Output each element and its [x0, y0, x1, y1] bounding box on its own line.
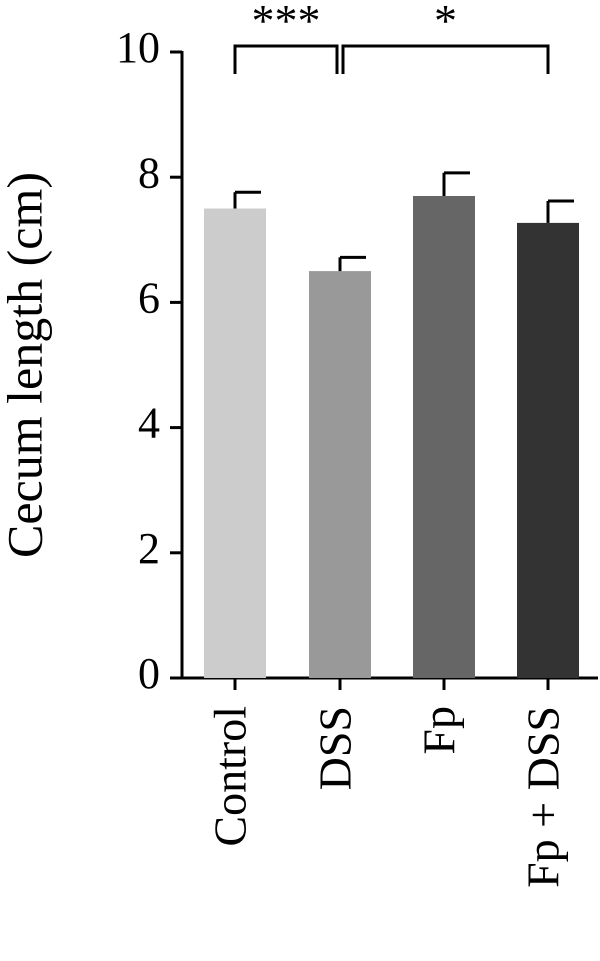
significance-markers: *** * — [233, 0, 550, 74]
significance-bracket — [233, 44, 339, 74]
y-tick-label: 0 — [138, 649, 160, 698]
x-tick-label: Fp + DSS — [518, 706, 569, 888]
y-axis-label: Cecum length (cm) — [0, 172, 52, 558]
significance-label: *** — [252, 0, 321, 46]
bar — [517, 222, 579, 678]
y-tick-label: 8 — [138, 148, 160, 197]
bar — [204, 208, 266, 678]
bar — [309, 271, 371, 678]
x-tick-labels: Control DSS Fp Fp + DSS — [205, 706, 569, 888]
x-tick-label: Fp — [414, 706, 465, 755]
x-tick-label: DSS — [310, 706, 361, 790]
significance-bracket — [341, 44, 550, 74]
x-tick-label: Control — [205, 706, 256, 847]
y-tick-label: 6 — [138, 273, 160, 322]
bar — [413, 195, 475, 679]
y-tick-label: 2 — [138, 524, 160, 573]
significance-label: * — [434, 0, 457, 46]
bars — [204, 195, 579, 679]
y-tick-label: 4 — [138, 399, 160, 448]
y-tick-label: 10 — [116, 23, 160, 72]
error-bars — [233, 171, 574, 272]
y-tick-labels: 0 2 4 6 8 10 — [116, 23, 160, 698]
